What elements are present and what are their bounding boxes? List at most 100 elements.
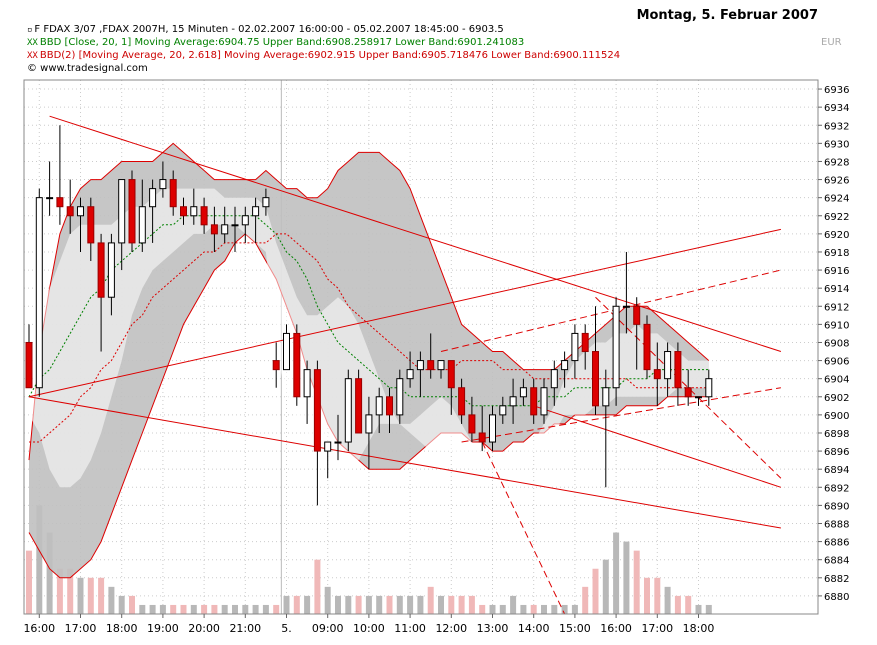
candle-body	[180, 206, 187, 217]
candle-body	[499, 405, 507, 416]
candle-body	[674, 351, 682, 389]
outer-band-lower	[28, 233, 709, 579]
candle-body	[303, 369, 311, 398]
trendline	[49, 115, 782, 353]
candle-body	[293, 332, 301, 398]
volume-bar	[602, 559, 609, 614]
y-tick-label: 6910	[824, 320, 849, 331]
legend-row-copyright: © www.tradesignal.com	[27, 63, 148, 74]
volume-bar	[705, 604, 712, 614]
candle-body	[478, 432, 486, 443]
volume-bar	[623, 541, 630, 614]
trendline	[440, 269, 782, 353]
trendline	[461, 387, 781, 443]
volume-bar	[417, 595, 424, 614]
x-tick-label: 14:00	[518, 622, 550, 635]
volume-bar	[695, 604, 702, 614]
candle-body	[25, 341, 33, 389]
candle-body	[437, 360, 445, 371]
candle-body	[540, 387, 548, 416]
volume-bar	[510, 595, 517, 614]
currency-label: EUR	[821, 37, 842, 48]
volume-bar	[180, 604, 187, 614]
candle-body	[612, 305, 620, 389]
x-tick-label: 18:00	[106, 622, 138, 635]
volume-bar	[304, 595, 311, 614]
volume-bar	[293, 595, 300, 614]
volume-bar	[407, 595, 414, 614]
volume-bar	[314, 559, 321, 614]
volume-bar	[613, 532, 620, 614]
volume-bar	[139, 604, 146, 614]
candle-body	[447, 360, 455, 389]
candle-body	[581, 332, 589, 353]
candle-body	[365, 414, 373, 434]
x-tick-label: 17:00	[65, 622, 97, 635]
y-tick-label: 6896	[824, 447, 849, 458]
plot-frame	[23, 79, 819, 615]
legend-symbol-bbd2: XX	[27, 51, 38, 61]
volume-bar	[458, 595, 465, 614]
volume-bar	[345, 595, 352, 614]
candle-body	[149, 188, 157, 208]
volume-bar	[674, 595, 681, 614]
volume-bar	[489, 604, 496, 614]
volume-bar	[499, 604, 506, 614]
volume-bar	[149, 604, 156, 614]
x-tick-label: 19:00	[147, 622, 179, 635]
legend-text-bbd2: BBD(2) [Moving Average, 20, 2.618] Movin…	[39, 50, 621, 61]
candle-body	[35, 197, 43, 389]
candle-body	[159, 179, 167, 190]
candle-body	[190, 206, 198, 217]
volume-bar	[654, 577, 661, 614]
volume-bar	[36, 505, 43, 614]
x-tick-label: 18:00	[683, 622, 715, 635]
volume-bar	[98, 577, 105, 614]
candle-body	[313, 369, 321, 452]
candles	[25, 125, 713, 506]
volume-bar	[77, 577, 84, 614]
volume-bar	[46, 532, 53, 614]
volume-bar	[67, 568, 74, 614]
y-tick-label: 6936	[824, 85, 849, 96]
volume-bar	[541, 604, 547, 614]
volume-bar	[262, 604, 269, 614]
y-tick-label: 6906	[824, 357, 849, 368]
x-tick-label: 16:00	[600, 622, 632, 635]
axes: 6880 6882 6884 6886 6888 6890 6892 6894 6896 6898…	[23, 79, 849, 635]
candle-body	[97, 242, 105, 298]
y-tick-label: 6934	[824, 103, 849, 114]
candle-body	[138, 206, 146, 244]
trendline	[28, 396, 781, 529]
candle-body	[530, 387, 538, 416]
y-tick-label: 6894	[824, 465, 849, 476]
y-tick-label: 6922	[824, 212, 849, 223]
legend-row-bbd1: XX BBD [Close, 20, 1] Moving Average:6904…	[27, 37, 524, 48]
x-tick-label: 12:00	[435, 622, 467, 635]
candle-body	[458, 387, 466, 416]
legend-row-instrument: ▫ F FDAX 3/07 ,FDAX 2007H, 15 Minuten - 0…	[27, 24, 504, 35]
candle-body	[262, 197, 270, 208]
x-tick-label: 5.	[281, 622, 292, 635]
candle-body	[592, 351, 599, 407]
y-tick-label: 6926	[824, 176, 849, 187]
candle-body	[550, 369, 558, 389]
candle-body	[272, 360, 280, 371]
volume-bar	[582, 586, 589, 614]
x-tick-label: 09:00	[312, 622, 344, 635]
y-tick-label: 6930	[824, 139, 849, 150]
candle-body	[664, 351, 672, 380]
candle-body	[355, 378, 363, 434]
trendline	[533, 405, 782, 488]
candle-body	[128, 179, 136, 244]
volume-bar	[252, 604, 259, 614]
candle-body	[56, 197, 64, 208]
volume-bar	[335, 595, 341, 614]
y-tick-label: 6890	[824, 501, 849, 512]
volume-bar	[376, 595, 383, 614]
volume-bars	[26, 505, 712, 614]
volume-bar	[685, 595, 692, 614]
y-tick-label: 6904	[824, 375, 849, 386]
candle-body	[118, 179, 126, 244]
